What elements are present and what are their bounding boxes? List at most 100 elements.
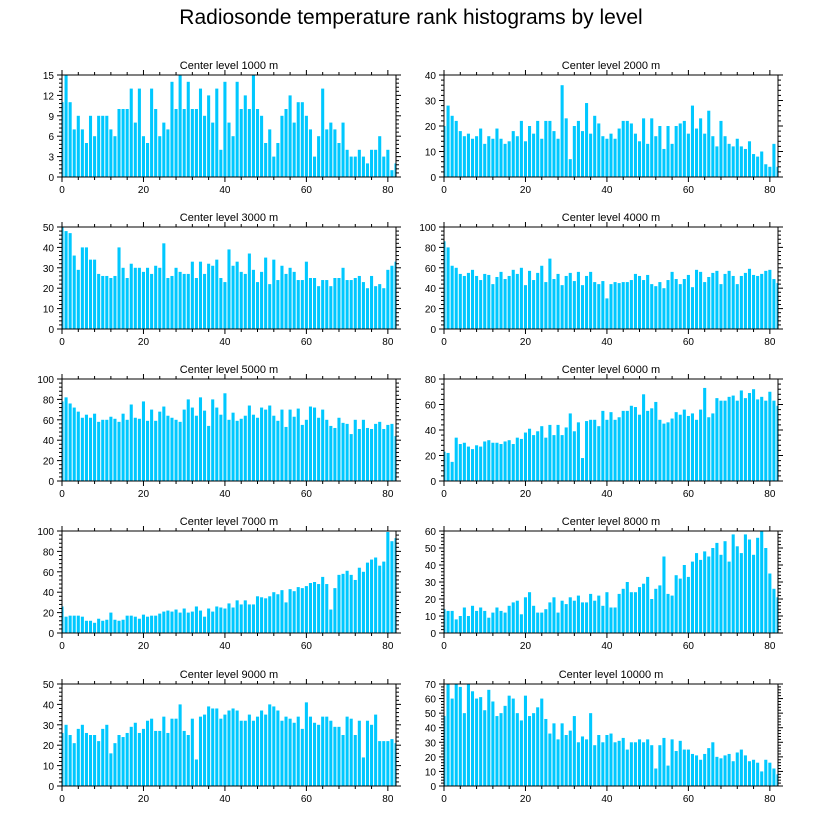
histogram-bar bbox=[699, 559, 703, 633]
histogram-bar bbox=[284, 602, 288, 633]
histogram-bar bbox=[292, 591, 296, 633]
histogram-bar bbox=[760, 151, 764, 177]
histogram-bar bbox=[231, 136, 235, 177]
histogram-bar bbox=[629, 405, 633, 481]
x-tick-label: 20 bbox=[520, 489, 532, 500]
histogram-bar bbox=[382, 561, 386, 633]
histogram-bar bbox=[519, 120, 523, 177]
histogram-bar bbox=[764, 164, 768, 177]
y-tick-label: 20 bbox=[425, 452, 437, 463]
y-tick-label: 40 bbox=[425, 724, 437, 735]
histogram-bar bbox=[268, 129, 272, 177]
histogram-bar bbox=[321, 409, 325, 481]
histogram-bar bbox=[650, 599, 654, 633]
histogram-bar bbox=[495, 716, 499, 786]
histogram-bar bbox=[133, 616, 137, 633]
histogram-bar bbox=[365, 163, 370, 177]
histogram-bar bbox=[670, 418, 674, 481]
histogram-bar bbox=[743, 148, 747, 177]
histogram-bar bbox=[479, 446, 483, 481]
y-tick-label: 80 bbox=[425, 375, 437, 386]
panel-title: Center level 3000 m bbox=[180, 212, 278, 224]
histogram-bar bbox=[585, 103, 589, 177]
histogram-bar bbox=[72, 407, 76, 481]
histogram-bar bbox=[260, 271, 264, 329]
histogram-bar bbox=[690, 561, 694, 633]
histogram-bar bbox=[235, 710, 239, 786]
histogram-bar bbox=[515, 600, 519, 633]
histogram-bar bbox=[68, 615, 72, 633]
histogram-bar bbox=[341, 422, 345, 481]
histogram-bar bbox=[223, 282, 227, 329]
histogram-bar bbox=[198, 88, 203, 177]
histogram-bar bbox=[715, 270, 719, 329]
histogram-bar bbox=[585, 739, 589, 786]
y-tick-label: 0 bbox=[430, 629, 436, 640]
histogram-bar bbox=[62, 227, 64, 329]
histogram-bar bbox=[629, 742, 633, 786]
histogram-bar bbox=[491, 701, 495, 786]
histogram-bar bbox=[515, 136, 519, 177]
y-tick-label: 15 bbox=[43, 71, 55, 82]
histogram-bar bbox=[752, 154, 756, 177]
histogram-bar bbox=[215, 708, 219, 786]
histogram-bar bbox=[711, 136, 715, 177]
histogram-bar bbox=[105, 419, 109, 481]
histogram-bar bbox=[207, 706, 211, 786]
histogram-bar bbox=[325, 419, 329, 481]
histogram-bar bbox=[203, 714, 207, 786]
histogram-bar bbox=[292, 722, 296, 786]
histogram-bar bbox=[593, 419, 597, 481]
histogram-bar bbox=[170, 718, 174, 786]
histogram-bar bbox=[349, 156, 353, 177]
histogram-bar bbox=[503, 143, 507, 177]
y-tick-label: 40 bbox=[425, 71, 437, 82]
histogram-bar bbox=[280, 590, 284, 633]
histogram-bar bbox=[276, 710, 280, 786]
histogram-bar bbox=[719, 554, 723, 633]
histogram-bar bbox=[80, 417, 84, 481]
histogram-bar bbox=[605, 735, 609, 786]
histogram-bar bbox=[674, 751, 678, 786]
histogram-bar bbox=[125, 732, 129, 786]
y-tick-label: 80 bbox=[43, 547, 55, 558]
histogram-bar bbox=[646, 739, 650, 786]
histogram-bar bbox=[609, 733, 613, 786]
x-tick-label: 80 bbox=[764, 337, 776, 348]
histogram-bar bbox=[589, 593, 593, 633]
histogram-bar bbox=[113, 418, 117, 481]
histogram-bar bbox=[349, 434, 353, 481]
histogram-bar bbox=[121, 619, 125, 633]
histogram-bar bbox=[637, 739, 642, 786]
histogram-bar bbox=[374, 423, 378, 481]
histogram-bar bbox=[523, 432, 527, 481]
histogram-bar bbox=[768, 391, 772, 481]
histogram-bar bbox=[686, 576, 690, 633]
histogram-bar bbox=[251, 720, 255, 786]
histogram-bar bbox=[642, 280, 646, 329]
histogram-bar bbox=[515, 273, 519, 329]
histogram-bar bbox=[357, 428, 361, 481]
histogram-bar bbox=[390, 423, 394, 481]
histogram-bar bbox=[370, 559, 374, 633]
histogram-bar bbox=[178, 271, 182, 329]
histogram-bar bbox=[682, 279, 686, 329]
histogram-bar bbox=[162, 243, 166, 329]
histogram-bar bbox=[695, 755, 699, 786]
histogram-bar bbox=[597, 595, 601, 633]
histogram-bar bbox=[300, 102, 304, 177]
histogram-bar bbox=[650, 745, 654, 786]
histogram-bar bbox=[690, 287, 694, 329]
histogram-bar bbox=[370, 724, 374, 786]
histogram-bar bbox=[544, 437, 548, 481]
histogram-bar bbox=[719, 284, 723, 329]
x-tick-label: 80 bbox=[764, 489, 776, 500]
histogram-bar bbox=[756, 399, 760, 481]
histogram-bar bbox=[658, 282, 662, 329]
histogram-bar bbox=[444, 241, 446, 329]
histogram-bar bbox=[125, 278, 129, 329]
histogram-bar bbox=[296, 408, 300, 481]
histogram-bar bbox=[97, 273, 101, 329]
histogram-bar bbox=[268, 704, 272, 786]
histogram-bar bbox=[650, 408, 654, 481]
